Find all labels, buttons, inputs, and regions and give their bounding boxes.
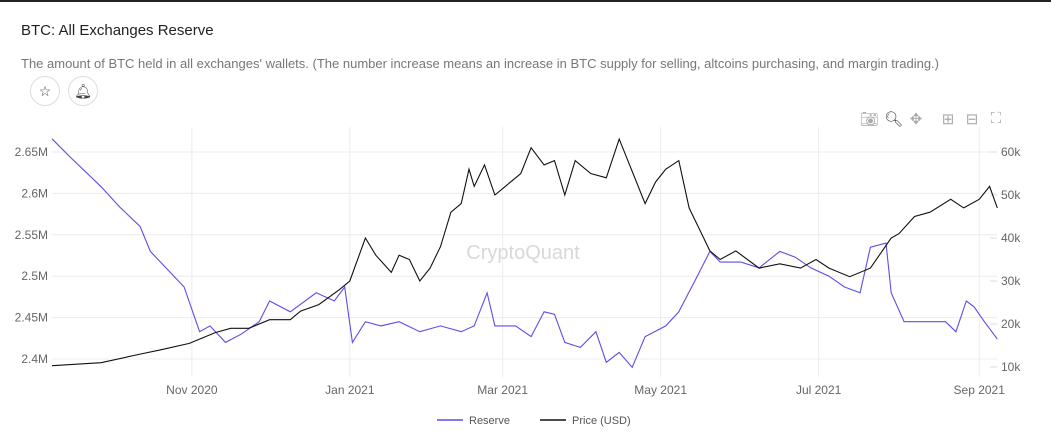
legend-label: Price (USD) [572, 415, 631, 427]
bell-icon: 🔔︎ [74, 82, 92, 99]
y-left-tick-label: 2.5M [21, 269, 48, 283]
zoom-icon[interactable]: 🔍︎ [884, 111, 904, 128]
y-right-tick-label: 20k [1001, 317, 1021, 331]
y-right-tick-label: 60k [1001, 145, 1021, 159]
x-tick-label: May 2021 [634, 383, 687, 397]
x-tick-label: Nov 2020 [166, 383, 218, 397]
watermark: CryptoQuant [466, 242, 580, 264]
pan-icon[interactable]: ✥ [909, 111, 923, 128]
x-tick-label: Mar 2021 [477, 383, 528, 397]
alert-button[interactable]: 🔔︎ [68, 76, 98, 106]
y-left-tick-label: 2.55M [15, 228, 48, 242]
x-tick-label: Jan 2021 [325, 383, 375, 397]
camera-icon[interactable]: 📷︎ [860, 111, 880, 128]
chart-description: The amount of BTC held in all exchanges'… [21, 56, 939, 71]
page-title: BTC: All Exchanges Reserve [21, 22, 214, 39]
y-right-tick-label: 40k [1001, 231, 1021, 245]
zoom-in-icon[interactable]: ⊞ [941, 111, 955, 128]
y-right-tick-label: 30k [1001, 274, 1021, 288]
series-line-reserve [51, 138, 998, 369]
autoscale-icon[interactable]: ⛶ [990, 110, 1002, 127]
y-right-tick-label: 10k [1001, 360, 1021, 374]
x-tick-label: Jul 2021 [796, 383, 842, 397]
x-tick-label: Sep 2021 [954, 383, 1006, 397]
favorite-button[interactable]: ☆ [30, 76, 60, 106]
y-left-tick-label: 2.65M [15, 145, 48, 159]
y-right-tick-label: 50k [1001, 188, 1021, 202]
star-icon: ☆ [38, 82, 52, 99]
y-left-tick-label: 2.4M [21, 352, 48, 366]
zoom-out-icon[interactable]: ⊟ [965, 111, 979, 128]
y-left-tick-label: 2.6M [21, 186, 48, 200]
series-line-price [51, 137, 998, 367]
y-left-tick-label: 2.45M [15, 311, 48, 325]
legend-label: Reserve [469, 415, 510, 427]
chart-toolbar: 📷︎ 🔍︎ ✥ ⊞ ⊟ ⛶ [860, 110, 1004, 128]
